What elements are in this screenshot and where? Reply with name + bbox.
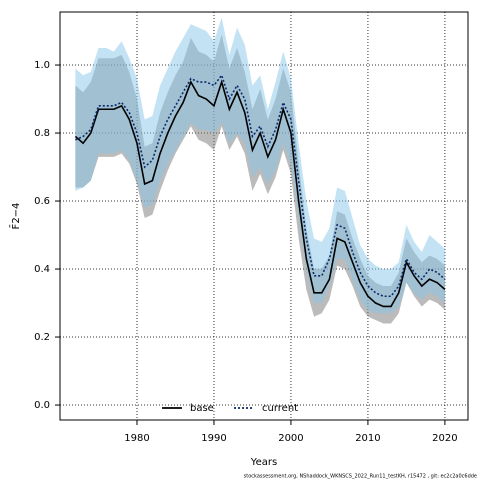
confidence-band (75, 17, 445, 314)
footer: stockassessment.org, NShaddock_WKNSCS_20… (244, 474, 477, 480)
y-tick-label: 0.2 (34, 332, 50, 343)
y-tick-label: 0.4 (34, 264, 50, 275)
x-tick-label: 2020 (432, 433, 457, 444)
y-tick-label: 0.6 (34, 196, 50, 207)
plot-frame (59, 11, 469, 421)
x-axis-label: Years (250, 457, 277, 468)
y-axis-label: F̄2−4 (9, 203, 22, 230)
x-tick-label: 1980 (124, 433, 149, 444)
y-tick-label: 1.0 (34, 60, 50, 71)
legend-label: current (262, 403, 298, 414)
y-tick-label: 0.8 (34, 128, 50, 139)
y-tick-label: 0.0 (34, 400, 50, 411)
line (74, 79, 446, 308)
legend-label: base (190, 403, 214, 414)
x-tick-label: 1990 (201, 433, 226, 444)
x-tick-label: 2010 (355, 433, 380, 444)
x-tick-label: 2000 (278, 433, 303, 444)
